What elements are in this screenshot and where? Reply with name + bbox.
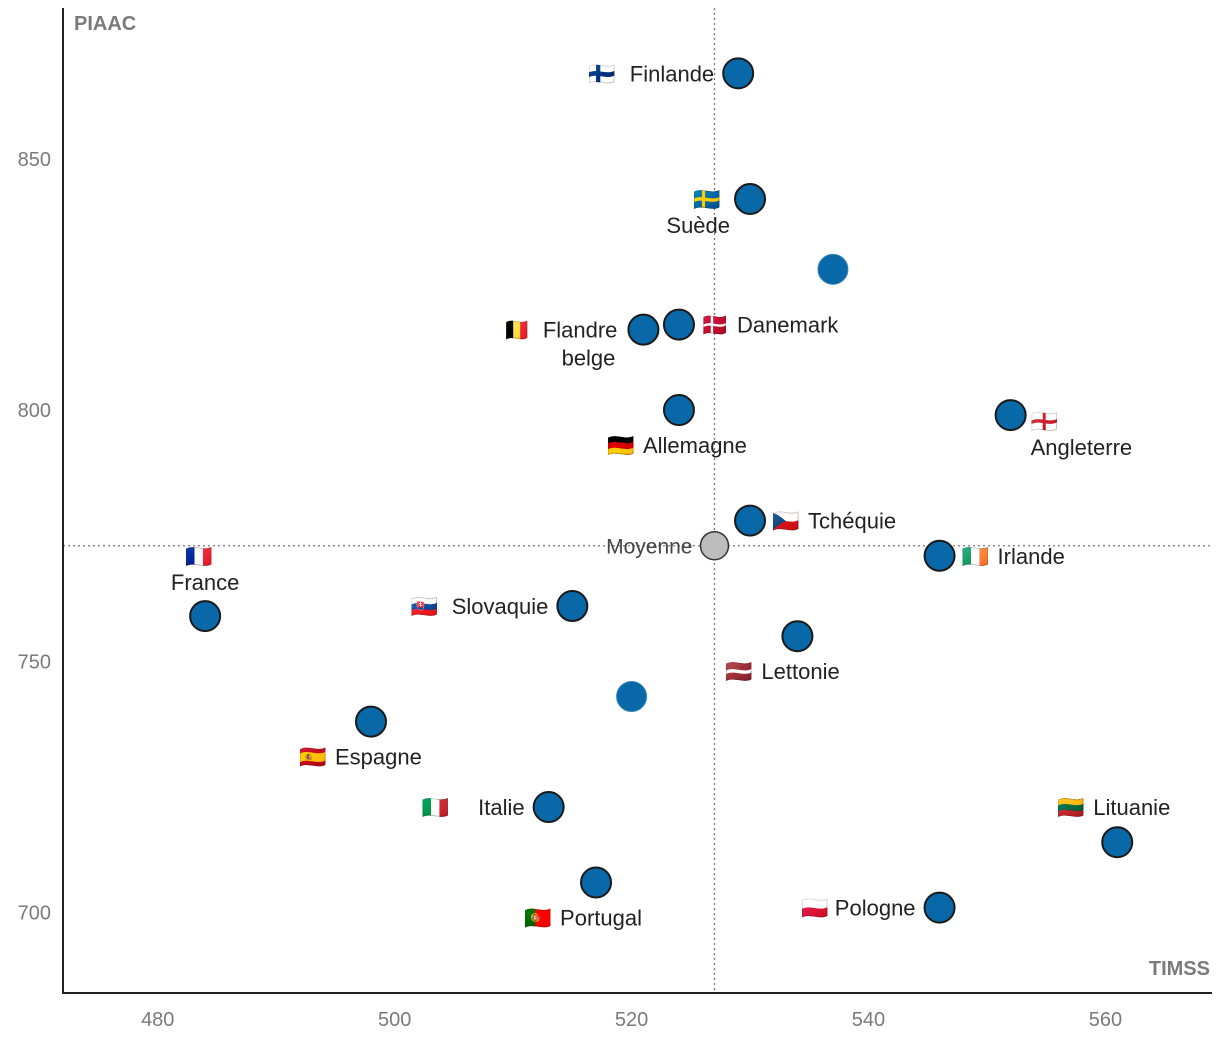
label-espagne: Espagne [335,745,422,770]
point-finlande [722,57,755,90]
label-allemagne: Allemagne [643,433,747,458]
average-reference-lines [63,8,1212,993]
label-irlande: Irlande [998,544,1065,569]
label-tchequie-flag: 🇨🇿 [772,509,799,534]
label-suede-flag: 🇸🇪 [693,187,720,212]
point-unlabeled [817,253,849,285]
x-tick-label: 540 [852,1009,885,1031]
label-france: France [171,570,239,595]
data-points [189,57,1134,924]
point-suede [734,182,767,215]
point-pologne [923,891,956,924]
label-angleterre: Angleterre [1031,435,1133,460]
label-espagne-flag: 🇪🇸 [299,745,326,770]
label-flandre-belge: Flandre [543,318,618,343]
label-flandre-belge-line2: belge [562,346,616,371]
x-tick-label: 560 [1089,1009,1122,1031]
label-finlande: Finlande [630,61,714,86]
point-danemark [662,308,695,341]
point-lituanie [1101,826,1134,859]
x-tick-labels: 480 500 520 540 560 [141,1009,1122,1031]
point-unlabeled [616,680,648,712]
label-lituanie-flag: 🇱🇹 [1057,795,1084,820]
point-angleterre [994,399,1027,432]
label-italie-flag: 🇮🇹 [422,795,449,820]
y-tick-labels: 700 750 800 850 [18,149,51,925]
label-finlande-flag: 🇫🇮 [588,61,615,86]
point-tchequie [734,504,767,537]
label-tchequie: Tchéquie [808,509,896,534]
point-slovaquie [556,590,589,623]
label-suede: Suède [666,213,730,238]
x-tick-label: 500 [378,1009,411,1031]
point-flandre-belge [627,313,660,346]
y-tick-label: 750 [18,651,51,673]
x-tick-label: 480 [141,1009,174,1031]
point-lettonie [781,620,814,653]
x-axis-title: TIMSS [1149,958,1210,980]
label-portugal-flag: 🇵🇹 [524,905,551,930]
label-pologne-flag: 🇵🇱 [801,896,828,921]
average-point [699,530,730,561]
y-axis-title: PIAAC [74,13,136,35]
y-tick-label: 850 [18,149,51,171]
y-tick-label: 800 [18,400,51,422]
label-irlande-flag: 🇮🇪 [962,544,989,569]
label-italie: Italie [478,795,524,820]
label-angleterre-flag: 🏴󠁧󠁢󠁥󠁮󠁧󠁿 [1031,409,1058,434]
point-espagne [354,705,387,738]
label-lituanie: Lituanie [1093,795,1170,820]
point-france [189,600,222,633]
label-france-flag: 🇫🇷 [185,544,212,569]
label-slovaquie-flag: 🇸🇰 [411,594,438,619]
point-portugal [580,866,613,899]
point-italie [532,791,565,824]
label-lettonie: Lettonie [761,659,839,684]
label-danemark-flag: 🇩🇰 [701,313,728,338]
average-label: Moyenne [606,536,692,559]
label-allemagne-flag: 🇩🇪 [607,433,634,458]
point-labels: 🇫🇮 Finlande 🇸🇪Suède 🇧🇪 Flandre belge 🇩🇰 Danemar… [171,61,1170,930]
y-tick-label: 700 [18,903,51,925]
label-slovaquie: Slovaquie [452,594,549,619]
label-portugal: Portugal [560,905,642,930]
label-pologne: Pologne [835,896,916,921]
point-irlande [923,539,956,572]
label-flandre-belge-flag: 🇧🇪 [503,318,530,343]
point-allemagne [662,394,695,427]
label-lettonie-flag: 🇱🇻 [725,659,752,684]
label-danemark: Danemark [737,313,839,338]
x-tick-label: 520 [615,1009,648,1031]
